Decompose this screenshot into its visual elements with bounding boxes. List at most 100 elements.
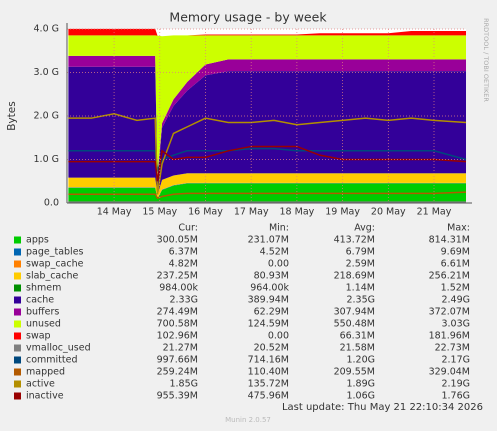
legend-label: active xyxy=(26,379,55,390)
legend-stat: 2.19G xyxy=(441,379,470,390)
legend-swatch xyxy=(14,332,21,340)
legend-stat: 1.06G xyxy=(346,391,375,402)
legend-stat: 300.05M xyxy=(157,235,198,246)
legend-stat: 135.72M xyxy=(248,379,289,390)
legend-swatch xyxy=(14,248,21,256)
legend-stat: 218.69M xyxy=(334,271,375,282)
legend-stat: 2.33G xyxy=(169,295,198,306)
legend-swatch xyxy=(14,308,21,316)
legend-stat: 475.96M xyxy=(248,391,289,402)
legend-swatch xyxy=(14,380,21,388)
legend-stat: 231.07M xyxy=(248,235,289,246)
legend-stat: 955.39M xyxy=(157,391,198,402)
x-tick-label: 19 May xyxy=(325,207,360,218)
legend-stat: 1.85G xyxy=(169,379,198,390)
legend-swatch xyxy=(14,296,21,304)
legend-stat: 372.07M xyxy=(429,307,470,318)
legend-label: apps xyxy=(26,235,49,246)
legend-swatch xyxy=(14,272,21,280)
legend-stat: 102.96M xyxy=(157,331,198,342)
area xyxy=(68,28,467,37)
legend-label: vmalloc_used xyxy=(26,343,91,354)
legend-stat: 984.00k xyxy=(159,283,198,294)
legend-stat: 6.79M xyxy=(346,247,375,258)
legend-stat: 329.04M xyxy=(429,367,470,378)
y-tick-label: 1.0 G xyxy=(34,154,60,165)
legend-stat: 814.31M xyxy=(429,235,470,246)
y-tick-label: 0.0 xyxy=(44,198,59,209)
legend-label: shmem xyxy=(26,283,61,294)
area xyxy=(68,35,467,175)
legend-stat: 0.00 xyxy=(268,259,289,270)
legend-stat: 964.00k xyxy=(250,283,289,294)
legend-stat: 256.21M xyxy=(429,271,470,282)
legend-stat: 307.94M xyxy=(334,307,375,318)
legend-stat: 62.29M xyxy=(254,307,289,318)
legend-label: slab_cache xyxy=(26,271,78,282)
legend-stat: 4.82M xyxy=(169,259,198,270)
legend-stat: 2.59M xyxy=(346,259,375,270)
legend-stat: 9.69M xyxy=(441,247,470,258)
y-tick-label: 3.0 G xyxy=(34,67,60,78)
legend-swatch xyxy=(14,236,21,244)
legend-stat: 21.58M xyxy=(340,343,375,354)
legend-stat: 1.14M xyxy=(346,283,375,294)
plot xyxy=(68,28,467,203)
legend-label: cache xyxy=(26,295,54,306)
line xyxy=(68,113,467,195)
legend-stat: 110.40M xyxy=(248,367,289,378)
legend-stat: 2.17G xyxy=(441,355,470,366)
legend-stat: 2.49G xyxy=(441,295,470,306)
legend-swatch xyxy=(14,344,21,352)
legend-label: mapped xyxy=(26,367,65,378)
legend-swatch xyxy=(14,320,21,328)
legend-stat: 4.52M xyxy=(260,247,289,258)
legend-stat: 181.96M xyxy=(429,331,470,342)
y-tick-label: 4.0 G xyxy=(34,24,60,35)
legend-stat: 124.59M xyxy=(248,319,289,330)
side-note: RRDTOOL / TOBI OETIKER xyxy=(482,18,490,102)
line xyxy=(68,145,467,182)
x-tick-label: 16 May xyxy=(188,207,223,218)
x-tick-label: 18 May xyxy=(280,207,315,218)
legend-stat: 550.48M xyxy=(334,319,375,330)
legend-stat: 80.93M xyxy=(254,271,289,282)
area xyxy=(68,55,467,178)
x-tick-label: 21 May xyxy=(417,207,452,218)
legend-stat: 700.58M xyxy=(157,319,198,330)
area xyxy=(68,66,467,195)
legend-stat: 389.94M xyxy=(248,295,289,306)
legend-stat: 1.52M xyxy=(441,283,470,294)
legend-stat: 1.89G xyxy=(346,379,375,390)
legend-stat: 259.24M xyxy=(157,367,198,378)
legend-label: committed xyxy=(26,355,78,366)
legend-header: Cur: xyxy=(178,223,198,234)
legend-label: inactive xyxy=(26,391,64,402)
legend-stat: 0.00 xyxy=(268,331,289,342)
legend-stat: 209.55M xyxy=(334,367,375,378)
legend-stat: 22.73M xyxy=(435,343,470,354)
legend-stat: 2.35G xyxy=(346,295,375,306)
legend-stat: 237.25M xyxy=(157,271,198,282)
legend-stat: 6.37M xyxy=(169,247,198,258)
x-tick-label: 15 May xyxy=(142,207,177,218)
x-tick-label: 17 May xyxy=(234,207,269,218)
legend-stat: 6.61M xyxy=(441,259,470,270)
legend-header: Max: xyxy=(447,223,470,234)
legend-label: buffers xyxy=(26,307,59,318)
footer: Munin 2.0.57 xyxy=(225,416,271,424)
legend-swatch xyxy=(14,368,21,376)
legend-stat: 1.76G xyxy=(441,391,470,402)
last-update: Last update: Thu May 21 22:10:34 2026 xyxy=(282,402,483,413)
y-axis-title: Bytes xyxy=(6,101,18,130)
x-tick-label: 14 May xyxy=(97,207,132,218)
legend-swatch xyxy=(14,260,21,268)
legend-stat: 997.66M xyxy=(157,355,198,366)
legend-stat: 3.03G xyxy=(441,319,470,330)
area xyxy=(68,173,467,199)
legend-label: swap xyxy=(26,331,51,342)
legend-stat: 274.49M xyxy=(157,307,198,318)
legend-swatch xyxy=(14,356,21,364)
legend-stat: 714.16M xyxy=(248,355,289,366)
